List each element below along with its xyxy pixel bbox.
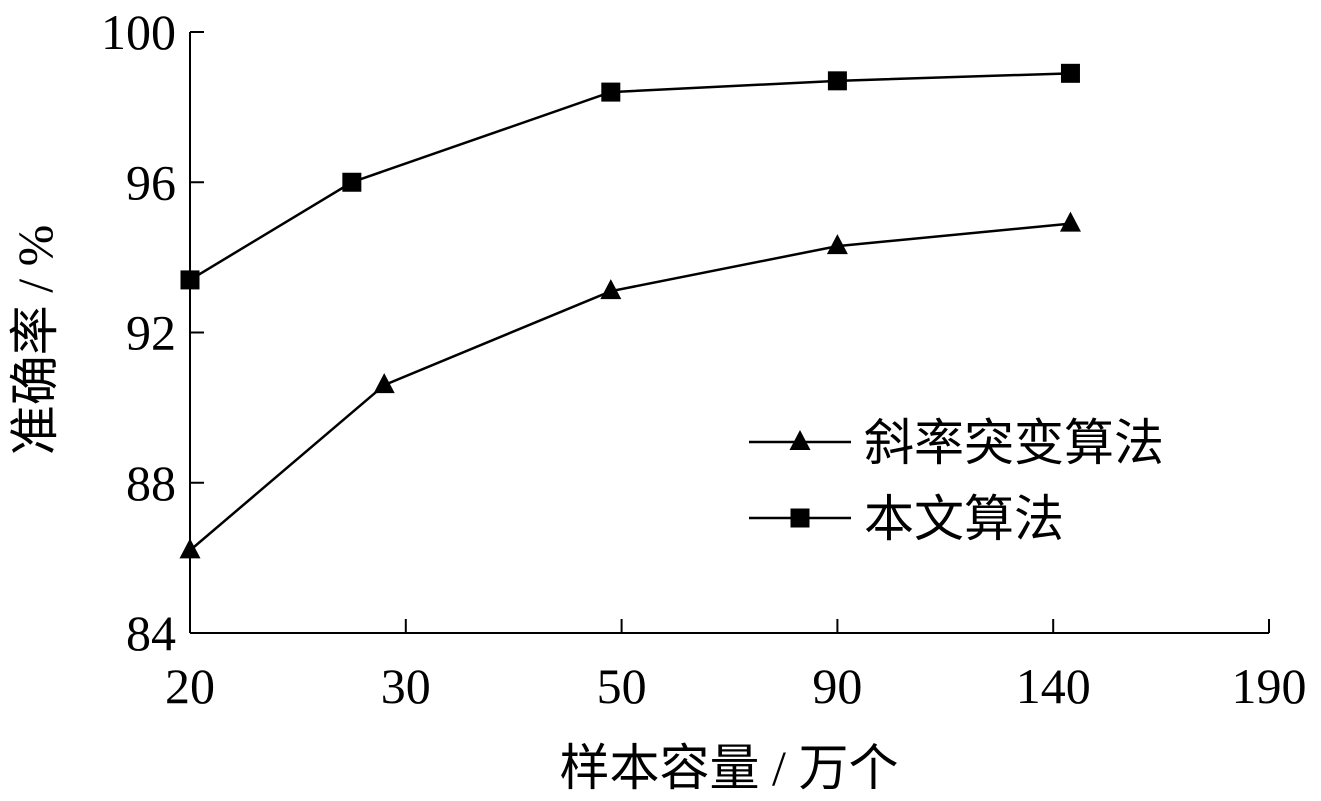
x-axis-title: 样本容量 / 万个: [560, 740, 899, 796]
series-1: [179, 211, 1081, 559]
series-2: [180, 63, 1080, 290]
data-point: [600, 279, 622, 300]
x-tick-label: 20: [165, 658, 215, 714]
legend-item: 斜率突变算法: [749, 415, 1164, 471]
legend-marker: [790, 508, 810, 528]
x-tick-label: 190: [1232, 658, 1307, 714]
legend-item: 本文算法: [749, 491, 1064, 547]
x-tick-label: 140: [1016, 658, 1091, 714]
y-tick-label: 92: [126, 305, 176, 361]
data-point: [1060, 63, 1080, 83]
legend-label: 本文算法: [864, 491, 1064, 547]
data-point: [827, 71, 847, 91]
data-point: [1059, 211, 1081, 232]
series-line: [189, 72, 1071, 281]
data-point: [373, 373, 395, 394]
legend-label: 斜率突变算法: [864, 415, 1164, 471]
data-point: [179, 538, 201, 559]
y-axis-title: 准确率 / %: [7, 225, 63, 456]
x-tick-label: 50: [597, 658, 647, 714]
data-point: [180, 270, 200, 290]
data-point: [826, 234, 848, 255]
x-tick-label: 90: [812, 658, 862, 714]
y-tick-label: 96: [126, 154, 176, 210]
y-tick-label: 88: [126, 455, 176, 511]
series-layer: [179, 63, 1081, 559]
legend-marker: [789, 430, 811, 450]
y-tick-label: 100: [101, 4, 176, 60]
data-point: [601, 82, 621, 102]
y-tick-label: 84: [126, 605, 176, 661]
data-point: [342, 172, 362, 192]
axes: 84 88 92 96 100 20 30 50 90 140 190: [101, 4, 1307, 714]
x-tick-label: 30: [381, 658, 431, 714]
